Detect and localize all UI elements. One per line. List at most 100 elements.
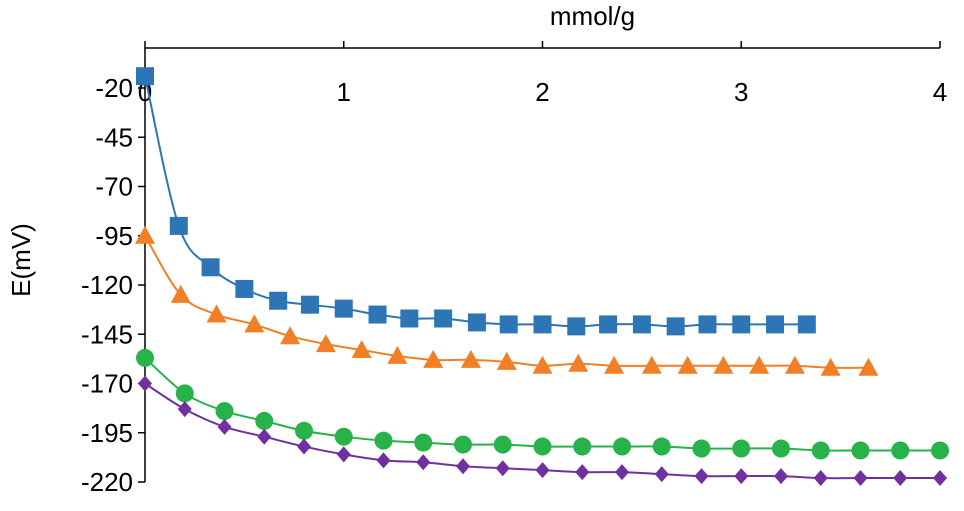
data-point-diamond (893, 470, 908, 487)
data-point-triangle (170, 284, 191, 303)
y-tick-label: -20 (95, 73, 133, 103)
data-point-diamond (297, 438, 311, 455)
series-circle (136, 348, 949, 460)
data-point-circle (652, 437, 671, 456)
series-line (144, 235, 869, 369)
data-point-square (434, 309, 453, 328)
data-point-circle (255, 411, 274, 430)
data-point-circle (215, 402, 234, 421)
data-point-triangle (244, 314, 265, 333)
data-point-triangle (713, 355, 734, 374)
data-point-triangle (423, 349, 444, 368)
data-point-circle (732, 439, 751, 458)
data-point-square (732, 315, 751, 334)
data-point-circle (692, 439, 711, 458)
y-tick-label: -220 (81, 467, 133, 497)
data-point-triangle (387, 345, 408, 364)
data-point-triangle (351, 340, 372, 359)
data-point-triangle (604, 355, 625, 374)
y-tick-label: -145 (81, 319, 133, 349)
data-point-square (533, 315, 552, 334)
data-point-triangle (496, 351, 517, 370)
data-point-triangle (784, 355, 805, 374)
data-point-diamond (774, 468, 788, 485)
data-point-diamond (933, 470, 947, 487)
data-point-circle (493, 435, 512, 454)
data-point-square (300, 295, 319, 314)
data-point-triangle (460, 349, 481, 368)
y-tick-label: -195 (81, 418, 133, 448)
x-axis-title: mmol/g (550, 1, 635, 31)
data-point-square (235, 279, 254, 298)
y-axis-title: E(mV) (6, 223, 36, 297)
y-tick-label: -170 (81, 369, 133, 399)
data-point-square (368, 305, 387, 324)
data-point-circle (772, 439, 790, 458)
data-point-square (400, 309, 419, 328)
y-tick-label: -45 (95, 122, 133, 152)
data-point-triangle (135, 225, 155, 244)
data-point-diamond (217, 418, 232, 435)
data-point-diamond (853, 470, 868, 487)
data-point-triangle (749, 355, 770, 374)
data-point-circle (454, 435, 472, 454)
data-point-triangle (280, 326, 301, 345)
data-point-diamond (813, 470, 828, 487)
data-point-square (632, 315, 651, 334)
data-point-diamond (456, 458, 470, 475)
series-triangle (135, 225, 879, 376)
data-point-diamond (654, 466, 669, 483)
data-point-diamond (575, 464, 590, 481)
data-point-diamond (257, 428, 272, 445)
data-point-square (269, 291, 288, 310)
data-point-triangle (641, 355, 662, 374)
data-point-circle (136, 348, 154, 367)
data-point-square (499, 315, 518, 334)
series-diamond (138, 375, 947, 487)
y-tick-label: -95 (95, 221, 133, 251)
data-point-circle (573, 437, 592, 456)
data-point-circle (295, 421, 313, 440)
data-point-triangle (532, 355, 553, 374)
x-tick-label: 4 (933, 77, 947, 107)
data-point-circle (175, 384, 194, 403)
data-point-square (334, 299, 353, 318)
data-point-square (467, 313, 486, 332)
data-point-square (599, 315, 618, 334)
data-point-diamond (336, 446, 351, 463)
data-point-circle (891, 441, 910, 460)
data-point-triangle (206, 304, 227, 323)
data-point-diamond (694, 468, 709, 485)
data-point-square (201, 258, 220, 277)
data-point-triangle (315, 334, 336, 353)
data-point-circle (414, 433, 433, 452)
data-point-circle (374, 431, 393, 450)
y-ticks: -20 -45 -70 -95 -120 -145 -170 -195 -220 (81, 73, 145, 497)
data-point-triangle (677, 355, 698, 374)
data-point-circle (931, 441, 949, 460)
data-point-square (797, 315, 816, 334)
series-layer (135, 67, 949, 487)
data-point-circle (811, 441, 830, 460)
data-point-diamond (416, 454, 431, 471)
data-point-circle (613, 437, 631, 456)
data-point-diamond (734, 468, 749, 485)
data-point-diamond (535, 462, 550, 479)
x-tick-label: 3 (734, 77, 748, 107)
series-square (136, 67, 816, 336)
data-point-square (136, 67, 154, 86)
data-point-circle (533, 437, 552, 456)
data-point-square (698, 315, 717, 334)
data-point-diamond (138, 375, 152, 392)
data-point-square (666, 317, 685, 336)
y-tick-label: -120 (81, 270, 133, 300)
data-point-diamond (177, 401, 192, 418)
x-tick-label: 2 (535, 77, 549, 107)
data-point-square (567, 317, 586, 336)
data-point-triangle (858, 357, 879, 376)
data-point-triangle (568, 353, 589, 372)
data-point-circle (851, 441, 870, 460)
